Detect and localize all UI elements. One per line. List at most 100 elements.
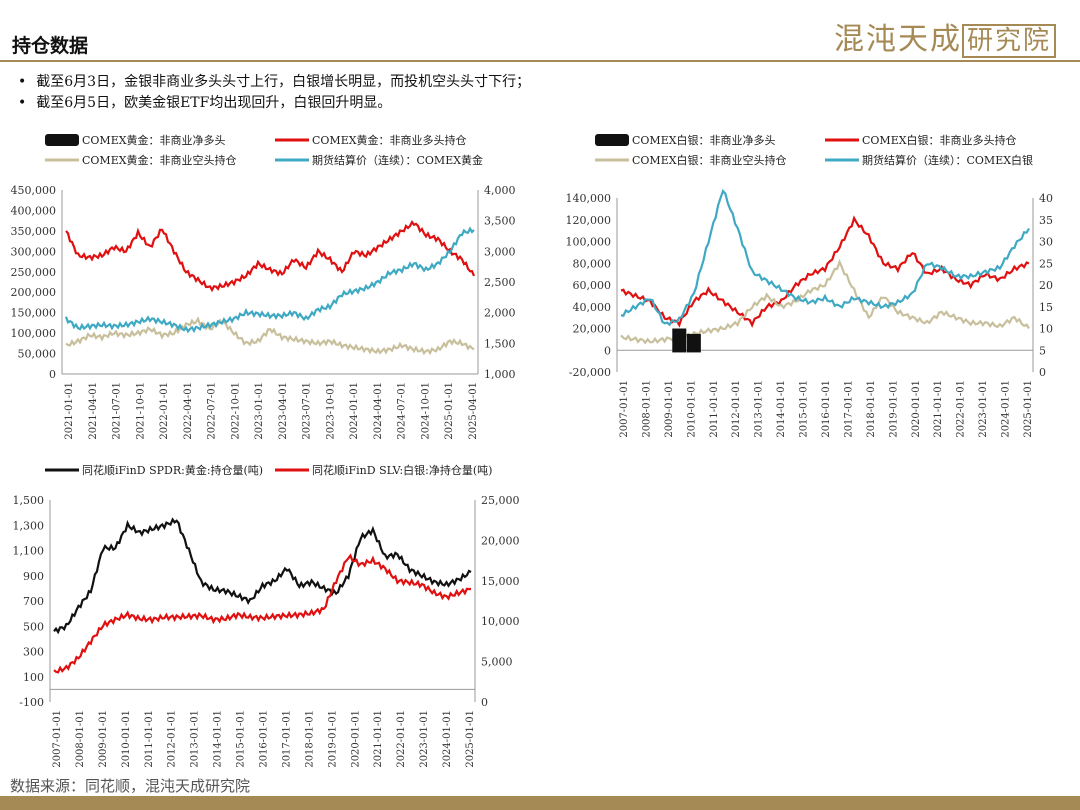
x-tick-label: 2016-01-01 (821, 380, 832, 438)
y-left-tick-label: -100 (19, 696, 44, 709)
x-tick-label: 2025-01-01 (1023, 380, 1034, 438)
x-tick-label: 2024-07-01 (397, 382, 408, 440)
x-tick-label: 2024-01-01 (349, 382, 360, 440)
net-long-bar (686, 333, 701, 353)
page-title: 持仓数据 (12, 35, 89, 57)
x-tick-label: 2009-01-01 (98, 710, 109, 768)
y-left-tick-label: 350,000 (11, 225, 57, 238)
series-line (65, 220, 476, 293)
x-tick-label: 2012-01-01 (731, 380, 742, 438)
x-tick-label: 2021-01-01 (373, 710, 384, 768)
y-right-tick-label: 5 (1039, 344, 1046, 357)
y-left-tick-label: 400,000 (11, 204, 57, 217)
series-line (64, 226, 475, 334)
y-left-tick-label: 300 (23, 646, 44, 659)
x-tick-label: 2021-07-01 (112, 382, 123, 440)
legend-label: COMEX白银：非商业净多头 (632, 133, 776, 147)
x-tick-label: 2021-01-01 (64, 382, 75, 440)
y-right-tick-label: 15,000 (481, 575, 520, 588)
y-left-tick-label: 900 (23, 570, 44, 583)
legend-label: COMEX黄金：非商业空头持仓 (82, 153, 237, 167)
y-left-tick-label: 150,000 (11, 307, 57, 320)
x-tick-label: 2024-04-01 (373, 382, 384, 440)
x-tick-label: 2021-10-01 (135, 382, 146, 440)
x-tick-label: 2022-10-01 (230, 382, 241, 440)
x-tick-label: 2007-01-01 (619, 380, 630, 438)
x-tick-label: 2011-01-01 (709, 380, 720, 438)
series-line (620, 215, 1030, 328)
x-tick-label: 2022-04-01 (183, 382, 194, 440)
y-left-tick-label: 100,000 (566, 236, 612, 249)
series-line (620, 259, 1030, 345)
x-tick-label: 2022-01-01 (396, 710, 407, 768)
y-left-tick-label: 1,100 (13, 545, 45, 558)
series-line (53, 517, 472, 635)
logo-text: 混沌天成 (833, 22, 962, 57)
y-right-tick-label: 2,000 (484, 307, 516, 320)
x-tick-label: 2015-01-01 (799, 380, 810, 438)
net-long-bar (672, 328, 687, 353)
y-left-tick-label: 40,000 (573, 301, 612, 314)
legend-label: 同花顺iFinD SLV:白银:净持仓量(吨) (312, 463, 492, 477)
x-tick-label: 2025-01-01 (465, 710, 476, 768)
y-left-tick-label: 1,300 (13, 519, 45, 532)
etf-holdings-chart: -100 100 300 500 700 900 1,100 1,300 1,500 0 5,000… (13, 463, 520, 768)
x-tick-label: 2018-01-01 (866, 380, 877, 438)
y-right-tick-label: 10 (1039, 323, 1053, 336)
x-tick-label: 2013-01-01 (754, 380, 765, 438)
summary-bullets: 截至6月3日，金银非商业多头头寸上行，白银增长明显，而投机空头头寸下行； 截至6… (18, 72, 530, 114)
x-tick-label: 2017-01-01 (281, 710, 292, 768)
x-tick-label: 2020-01-01 (911, 380, 922, 438)
y-left-tick-label: 250,000 (11, 266, 57, 279)
logo-boxed-text: 研究院 (961, 24, 1056, 58)
x-tick-label: 2016-01-01 (259, 710, 270, 768)
x-tick-label: 2024-10-01 (420, 382, 431, 440)
x-tick-label: 2023-04-01 (278, 382, 289, 440)
x-tick-label: 2023-01-01 (419, 710, 430, 768)
series-line (620, 188, 1030, 327)
x-tick-label: 2012-01-01 (167, 710, 178, 768)
legend-label: COMEX黄金：非商业净多头 (82, 133, 226, 147)
y-right-tick-label: 1,500 (484, 337, 516, 350)
y-left-tick-label: 0 (604, 344, 611, 357)
x-tick-label: 2007-01-01 (52, 710, 63, 768)
x-tick-label: 2019-01-01 (888, 380, 899, 438)
x-tick-label: 2023-10-01 (325, 382, 336, 440)
x-tick-label: 2022-01-01 (159, 382, 170, 440)
y-right-tick-label: 20,000 (481, 534, 520, 547)
series-line (53, 553, 472, 674)
y-left-tick-label: 120,000 (566, 214, 612, 227)
x-tick-label: 2020-01-01 (350, 710, 361, 768)
y-right-tick-label: 30 (1039, 236, 1053, 249)
x-tick-label: 2010-01-01 (686, 380, 697, 438)
y-left-tick-label: 50,000 (18, 348, 57, 361)
x-tick-label: 2014-01-01 (213, 710, 224, 768)
x-tick-label: 2017-01-01 (843, 380, 854, 438)
bullet-item: 截至6月3日，金银非商业多头头寸上行，白银增长明显，而投机空头头寸下行； (18, 72, 530, 93)
y-left-tick-label: 700 (23, 595, 44, 608)
y-right-tick-label: 20 (1039, 279, 1053, 292)
x-tick-label: 2011-01-01 (144, 710, 155, 768)
legend-swatch (45, 134, 79, 146)
y-right-tick-label: 3,500 (484, 215, 516, 228)
x-tick-label: 2024-01-01 (442, 710, 453, 768)
series-line (65, 316, 475, 356)
x-tick-label: 2022-01-01 (956, 380, 967, 438)
x-tick-label: 2008-01-01 (75, 710, 86, 768)
y-right-tick-label: 0 (1039, 366, 1046, 379)
legend-label: COMEX白银：非商业多头持仓 (862, 133, 1017, 147)
y-right-tick-label: 2,500 (484, 276, 516, 289)
y-right-tick-label: 4,000 (484, 184, 516, 197)
x-tick-label: 2023-01-01 (978, 380, 989, 438)
legend-label: COMEX黄金：非商业多头持仓 (312, 133, 467, 147)
y-right-tick-label: 0 (481, 696, 488, 709)
legend-swatch (595, 134, 629, 146)
x-tick-label: 2014-01-01 (776, 380, 787, 438)
y-left-tick-label: 100 (23, 671, 44, 684)
x-tick-label: 2021-01-01 (933, 380, 944, 438)
x-tick-label: 2025-04-01 (468, 382, 479, 440)
y-left-tick-label: 100,000 (11, 327, 57, 340)
x-tick-label: 2018-01-01 (304, 710, 315, 768)
footer-bar (0, 796, 1080, 810)
y-left-tick-label: 450,000 (11, 184, 57, 197)
